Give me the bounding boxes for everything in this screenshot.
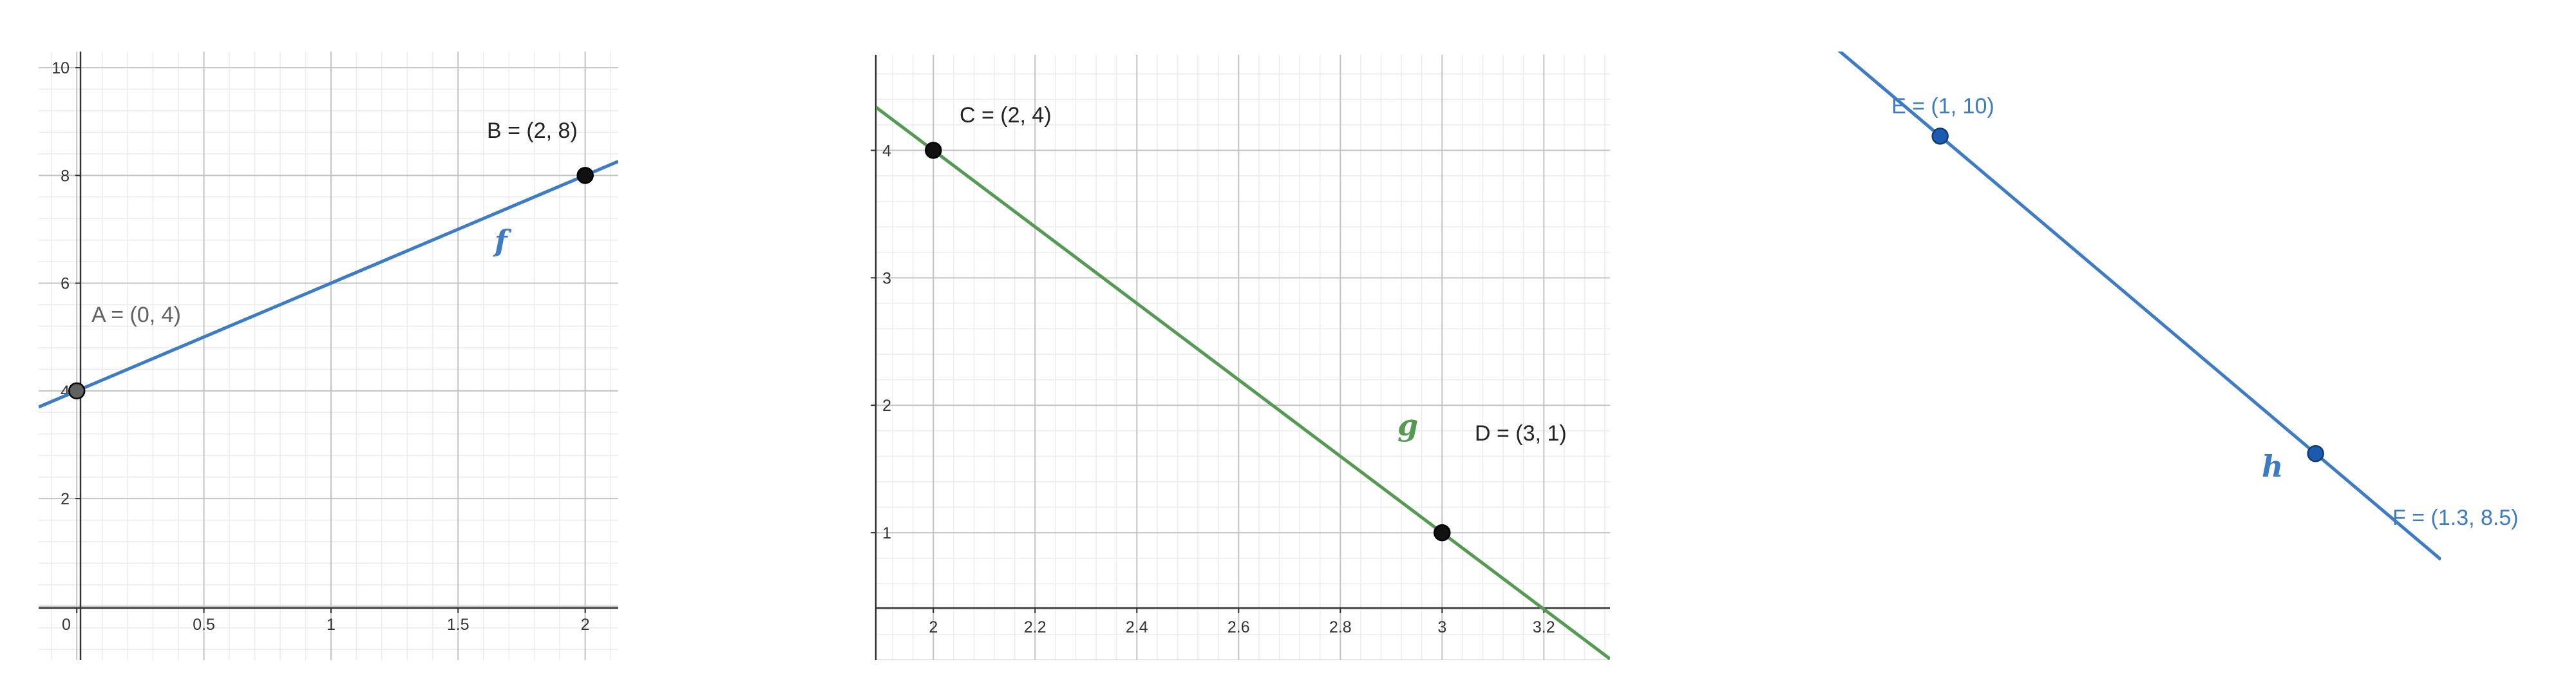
x-tick-label: 1	[327, 616, 336, 634]
series-line-g	[876, 106, 1610, 660]
point-label-f: F = (1.3, 8.5)	[2392, 506, 2519, 530]
point-label-b: B = (2, 8)	[487, 119, 578, 143]
y-tick-label: 3	[882, 269, 891, 287]
point-label-d: D = (3, 1)	[1475, 421, 1567, 446]
y-tick-label: 2	[882, 397, 891, 415]
point-c	[925, 142, 942, 159]
x-tick-label: 2.8	[1329, 618, 1352, 636]
graph-panel-h: h E = (1, 10) F = (1.3, 8.5)	[1837, 52, 2519, 561]
point-e	[1931, 128, 1949, 145]
y-tick-label: 8	[61, 167, 70, 185]
x-tick-label: 2	[581, 616, 590, 634]
x-tick-label: 2	[929, 618, 938, 636]
point-label-c: C = (2, 4)	[960, 103, 1052, 128]
x-tick-label: 2.4	[1126, 618, 1148, 636]
x-tick-label: 3.2	[1533, 618, 1555, 636]
x-tick-label: 2.2	[1024, 618, 1046, 636]
series-line-h	[1837, 52, 2441, 561]
point-b	[576, 167, 594, 184]
point-a	[68, 382, 86, 400]
point-label-a: A = (0, 4)	[91, 303, 181, 327]
point-label-e: E = (1, 10)	[1891, 94, 1994, 119]
y-tick-label: 1	[882, 524, 891, 542]
y-tick-label: 10	[52, 59, 70, 77]
point-f	[2307, 445, 2324, 462]
y-tick-label: 2	[61, 490, 70, 508]
y-tick-label: 4	[882, 142, 891, 160]
series-line-f	[39, 160, 618, 409]
x-tick-label: 0.5	[193, 616, 215, 634]
x-tick-label: 2.6	[1227, 618, 1250, 636]
function-label-g: g	[1397, 408, 1418, 442]
point-d	[1434, 524, 1451, 542]
grid	[876, 55, 1610, 660]
function-label-h: h	[2262, 449, 2283, 484]
graph-panel-g: 2 2.2 2.4 2.6 2.8 3 3.2 1 2 3 4 g C = (2, 4) D = (3, …	[871, 55, 1610, 660]
y-tick-label: 6	[61, 275, 70, 293]
grid	[39, 52, 618, 660]
x-tick-label: 0	[62, 616, 71, 634]
x-tick-label: 3	[1437, 618, 1446, 636]
x-tick-label: 1.5	[447, 616, 469, 634]
